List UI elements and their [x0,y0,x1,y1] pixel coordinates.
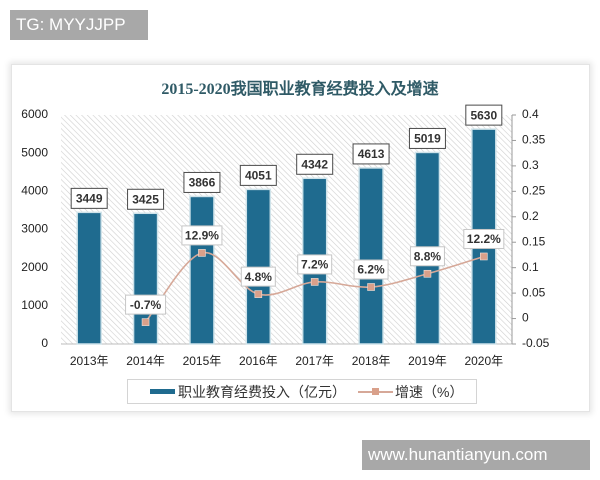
growth-marker-2016年 [254,290,263,298]
chart-title: 2015-2020我国职业教育经费投入及增速 [161,81,439,98]
growth-label: 6.2% [357,263,385,277]
value-label: 5630 [470,108,497,122]
legend-label-growth: 增速（%） [395,383,464,400]
right-axis-tick-label: -0.05 [522,336,550,350]
legend-label-investment: 职业教育经费投入（亿元） [178,383,346,400]
x-axis-tick-label: 2020年 [464,354,503,368]
left-axis-tick-label: 6000 [21,107,48,121]
value-label-box [465,104,503,126]
growth-label-box [353,259,389,280]
growth-marker-2020年 [480,252,488,261]
left-axis-tick-label: 3000 [21,222,48,236]
value-label: 3425 [132,192,159,206]
chart-legend: 职业教育经费投入（亿元） 增速（%） [127,379,477,404]
bar-2015年 [189,195,215,345]
growth-label: 4.8% [245,270,273,284]
right-axis-tick-label: 0.15 [522,234,546,248]
growth-marker-2015年 [198,249,206,257]
x-axis-tick-label: 2017年 [295,354,334,368]
growth-label: 12.9% [185,229,219,243]
legend-item-investment: 职业教育经费投入（亿元） [150,380,346,403]
right-axis-tick-label: 0.2 [522,209,539,223]
right-axis-tick-label: 0.35 [522,133,546,147]
growth-marker-2014年 [141,318,150,326]
right-axis-tick-label: 0 [522,311,529,325]
value-label: 3449 [76,192,103,206]
growth-label: -0.7% [130,298,162,312]
value-label-box [70,187,108,209]
value-label: 4613 [358,147,385,161]
value-label: 5019 [414,132,441,146]
value-label-box [183,171,221,193]
value-label-box [408,127,446,149]
growth-label-box [409,246,445,267]
value-label-box [239,164,277,186]
value-label-box [296,153,334,175]
left-axis-tick-label: 4000 [21,184,48,198]
growth-marker-2019年 [423,269,432,278]
bar-2018年 [358,167,384,345]
growth-marker-2018年 [367,283,375,291]
x-axis-tick-label: 2014年 [126,354,165,368]
left-axis-tick-label: 5000 [21,145,48,159]
left-axis-tick-label: 0 [41,336,48,350]
growth-label-box [463,228,505,249]
growth-label-box [240,266,276,287]
bar-swatch-icon [150,389,175,394]
x-axis-tick-label: 2016年 [239,354,278,368]
bar-2013年 [76,211,102,345]
value-label: 4051 [245,169,272,183]
right-axis-tick-label: 0.25 [522,184,546,198]
growth-label-box [125,294,167,315]
line-marker-swatch-icon [358,387,393,395]
value-label: 3866 [189,176,216,190]
left-axis-tick-label: 2000 [21,260,48,274]
right-axis-tick-label: 0.3 [522,158,539,172]
watermark-bottom: www.hunantianyun.com [362,440,590,470]
growth-label: 12.2% [467,232,501,246]
growth-label: 8.8% [414,249,442,263]
x-axis-tick-label: 2013年 [70,354,109,368]
growth-label-box [297,254,333,275]
x-axis-tick-label: 2015年 [183,354,222,368]
value-label: 4342 [301,157,328,171]
growth-label: 7.2% [301,258,329,272]
growth-label-box [181,225,223,246]
growth-marker-2017年 [310,278,319,286]
value-label-box [352,143,390,165]
watermark-top: TG: MYYJJPP [10,10,148,40]
x-axis-tick-label: 2018年 [352,354,391,368]
x-axis-tick-label: 2019年 [408,354,447,368]
left-axis-tick-label: 1000 [21,298,48,312]
right-axis-tick-label: 0.4 [522,107,539,121]
right-axis-tick-label: 0.05 [522,285,546,299]
value-label-box [127,188,165,210]
right-axis-tick-label: 0.1 [522,260,539,274]
legend-item-growth: 增速（%） [358,380,463,403]
